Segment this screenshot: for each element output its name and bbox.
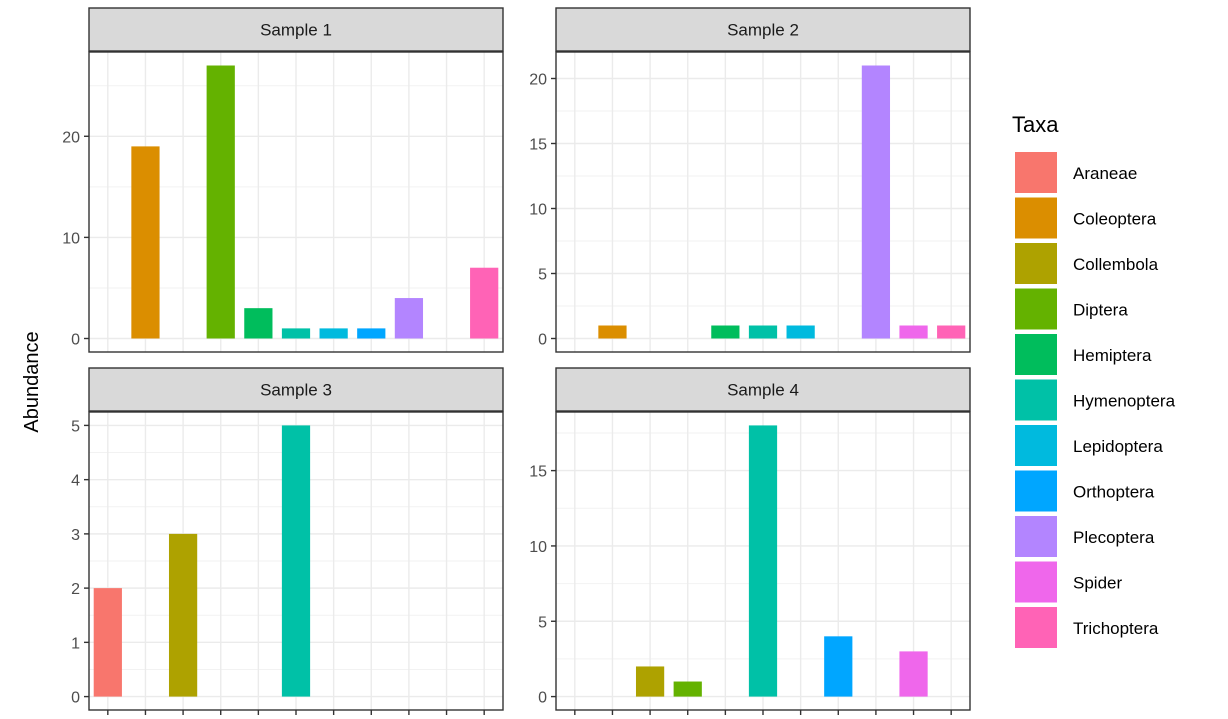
y-tick-label: 10 bbox=[529, 539, 547, 556]
y-tick-label: 1 bbox=[71, 635, 80, 652]
legend-key-coleoptera bbox=[1015, 197, 1057, 239]
bar-diptera: Diptera: 1 bbox=[673, 681, 702, 697]
y-tick-label: 0 bbox=[71, 332, 80, 349]
y-tick-label: 20 bbox=[529, 72, 547, 89]
strip-background bbox=[88, 367, 504, 412]
legend-key-trichoptera bbox=[1015, 607, 1057, 648]
legend-key-plecoptera bbox=[1015, 516, 1057, 557]
legend-label: Trichoptera bbox=[1073, 619, 1159, 638]
legend-label: Araneae bbox=[1073, 164, 1137, 183]
strip-label: Sample 3 bbox=[260, 381, 332, 400]
legend-key-spider bbox=[1015, 561, 1057, 603]
y-tick-label: 10 bbox=[62, 230, 80, 247]
legend-key-collembola bbox=[1015, 243, 1057, 284]
legend-key-diptera bbox=[1015, 288, 1057, 330]
y-tick-label: 5 bbox=[71, 418, 80, 435]
panel-2: Coleoptera: 1 Hemiptera: 1 Hymenoptera: 1 L… bbox=[529, 7, 971, 353]
legend-label: Orthoptera bbox=[1073, 483, 1155, 502]
legend-label: Collembola bbox=[1073, 255, 1159, 274]
strip-background bbox=[555, 7, 971, 52]
legend-label: Lepidoptera bbox=[1073, 437, 1163, 456]
panels: Coleoptera: 19 Diptera: 27 Hemiptera: 3 Hym… bbox=[62, 7, 971, 715]
y-tick-label: 5 bbox=[538, 267, 547, 284]
bar-orthoptera: Orthoptera: 1 bbox=[357, 328, 386, 339]
bar-lepidoptera: Lepidoptera: 1 bbox=[319, 328, 348, 339]
y-tick-label: 3 bbox=[71, 527, 80, 544]
y-axis-title: Abundance bbox=[21, 331, 43, 432]
y-tick-label: 15 bbox=[529, 137, 547, 154]
panel-4: Collembola: 2 Diptera: 1 Hymenoptera: 18 Or… bbox=[529, 367, 971, 715]
legend-label: Spider bbox=[1073, 574, 1122, 593]
legend-title: Taxa bbox=[1012, 112, 1059, 137]
bar-plecoptera: Plecoptera: 4 bbox=[394, 298, 424, 339]
bar-diptera: Diptera: 27 bbox=[206, 65, 235, 339]
legend-label: Coleoptera bbox=[1073, 210, 1157, 229]
bar-coleoptera: Coleoptera: 19 bbox=[131, 146, 160, 339]
y-tick-label: 0 bbox=[538, 690, 547, 707]
bar-hymenoptera: Hymenoptera: 5 bbox=[281, 425, 311, 697]
legend: Taxa Araneae Coleoptera Collembola Diptera H… bbox=[1012, 112, 1176, 648]
strip-label: Sample 4 bbox=[727, 381, 799, 400]
legend-key-lepidoptera bbox=[1015, 425, 1057, 466]
bar-spider: Spider: 3 bbox=[899, 651, 928, 697]
y-tick-label: 4 bbox=[71, 473, 80, 490]
y-tick-label: 20 bbox=[62, 129, 80, 146]
strip-label: Sample 2 bbox=[727, 21, 799, 40]
bar-hemiptera: Hemiptera: 1 bbox=[711, 325, 740, 339]
bar-collembola: Collembola: 3 bbox=[168, 533, 198, 697]
panel-3: Araneae: 2 Collembola: 3 Hymenoptera: 5 Sam… bbox=[71, 367, 504, 715]
strip-background bbox=[555, 367, 971, 412]
bar-spider: Spider: 1 bbox=[899, 325, 928, 339]
legend-key-hymenoptera bbox=[1015, 379, 1057, 421]
bar-collembola: Collembola: 2 bbox=[635, 666, 665, 697]
strip-background bbox=[88, 7, 504, 52]
bar-coleoptera: Coleoptera: 1 bbox=[598, 325, 627, 339]
bar-hymenoptera: Hymenoptera: 1 bbox=[281, 328, 311, 339]
bar-trichoptera: Trichoptera: 1 bbox=[937, 325, 966, 339]
y-tick-label: 0 bbox=[538, 332, 547, 349]
bar-araneae: Araneae: 2 bbox=[93, 588, 122, 697]
legend-label: Hymenoptera bbox=[1073, 392, 1176, 411]
panel-border bbox=[555, 51, 971, 353]
bar-trichoptera: Trichoptera: 7 bbox=[470, 267, 499, 339]
y-tick-label: 10 bbox=[529, 202, 547, 219]
legend-label: Plecoptera bbox=[1073, 528, 1155, 547]
strip-label: Sample 1 bbox=[260, 21, 332, 40]
y-tick-label: 15 bbox=[529, 464, 547, 481]
bar-hymenoptera: Hymenoptera: 1 bbox=[748, 325, 778, 339]
bar-plecoptera: Plecoptera: 21 bbox=[861, 65, 891, 339]
legend-label: Hemiptera bbox=[1073, 346, 1152, 365]
legend-label: Diptera bbox=[1073, 301, 1128, 320]
bar-lepidoptera: Lepidoptera: 1 bbox=[786, 325, 815, 339]
y-tick-label: 5 bbox=[538, 614, 547, 631]
bar-hymenoptera: Hymenoptera: 18 bbox=[748, 425, 778, 697]
legend-key-orthoptera bbox=[1015, 470, 1057, 512]
panel-border bbox=[88, 51, 504, 353]
y-tick-label: 0 bbox=[71, 690, 80, 707]
y-tick-label: 2 bbox=[71, 581, 80, 598]
legend-key-araneae bbox=[1015, 152, 1057, 193]
panel-1: Coleoptera: 19 Diptera: 27 Hemiptera: 3 Hym… bbox=[62, 7, 504, 353]
legend-key-hemiptera bbox=[1015, 334, 1057, 375]
bar-orthoptera: Orthoptera: 4 bbox=[824, 636, 853, 697]
bar-hemiptera: Hemiptera: 3 bbox=[244, 308, 273, 339]
